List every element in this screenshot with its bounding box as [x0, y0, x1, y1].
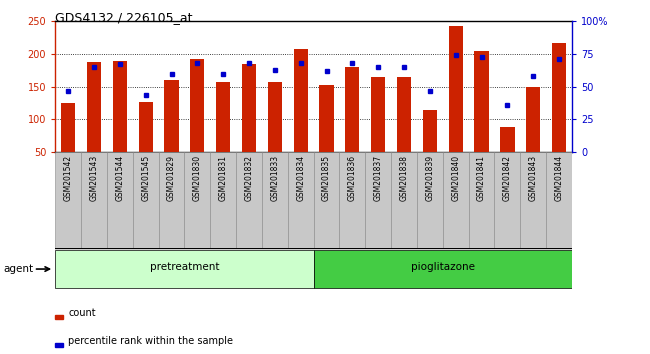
- Bar: [190, 58, 205, 152]
- Text: percentile rank within the sample: percentile rank within the sample: [68, 336, 233, 346]
- Bar: [164, 80, 179, 152]
- Text: GSM201834: GSM201834: [296, 155, 306, 201]
- Bar: [138, 102, 153, 152]
- Bar: [313, 250, 572, 288]
- Text: GSM201844: GSM201844: [554, 155, 564, 201]
- Bar: [216, 82, 230, 152]
- Text: GSM201839: GSM201839: [425, 155, 434, 201]
- Text: GSM201832: GSM201832: [244, 155, 254, 201]
- Text: pretreatment: pretreatment: [150, 262, 219, 272]
- Text: GSM201836: GSM201836: [348, 155, 357, 201]
- Bar: [242, 64, 256, 152]
- Text: GSM201829: GSM201829: [167, 155, 176, 201]
- Bar: [422, 110, 437, 152]
- Text: GSM201542: GSM201542: [64, 155, 73, 201]
- Bar: [319, 85, 333, 152]
- Bar: [294, 50, 308, 152]
- Text: GSM201840: GSM201840: [451, 155, 460, 201]
- Bar: [112, 61, 127, 152]
- Bar: [365, 152, 391, 248]
- Bar: [443, 152, 469, 248]
- Text: GSM201835: GSM201835: [322, 155, 331, 201]
- Text: GSM201838: GSM201838: [400, 155, 409, 201]
- Text: GSM201837: GSM201837: [374, 155, 383, 201]
- Bar: [159, 152, 185, 248]
- Bar: [55, 250, 313, 288]
- Bar: [87, 62, 101, 152]
- Bar: [474, 51, 489, 152]
- Text: GSM201833: GSM201833: [270, 155, 280, 201]
- Text: GSM201830: GSM201830: [193, 155, 202, 201]
- Bar: [185, 152, 211, 248]
- Bar: [500, 127, 515, 152]
- Bar: [61, 103, 75, 152]
- Bar: [211, 152, 236, 248]
- Text: GSM201545: GSM201545: [141, 155, 150, 201]
- Text: GSM201843: GSM201843: [528, 155, 538, 201]
- Bar: [546, 152, 572, 248]
- Text: count: count: [68, 308, 96, 318]
- Text: GSM201544: GSM201544: [115, 155, 124, 201]
- Bar: [495, 152, 521, 248]
- Bar: [345, 67, 359, 152]
- Bar: [107, 152, 133, 248]
- Bar: [313, 152, 339, 248]
- Bar: [526, 87, 540, 152]
- Bar: [552, 43, 566, 152]
- Text: GSM201543: GSM201543: [90, 155, 99, 201]
- Bar: [288, 152, 313, 248]
- Bar: [391, 152, 417, 248]
- Bar: [133, 152, 159, 248]
- Bar: [417, 152, 443, 248]
- Bar: [397, 77, 411, 152]
- Bar: [448, 27, 463, 152]
- Bar: [262, 152, 288, 248]
- Text: GSM201841: GSM201841: [477, 155, 486, 201]
- Bar: [339, 152, 365, 248]
- Bar: [236, 152, 262, 248]
- Text: GSM201842: GSM201842: [503, 155, 512, 201]
- Bar: [371, 77, 385, 152]
- Bar: [81, 152, 107, 248]
- Bar: [469, 152, 495, 248]
- Text: agent: agent: [3, 264, 33, 274]
- Text: pioglitazone: pioglitazone: [411, 262, 474, 272]
- Bar: [55, 152, 81, 248]
- Text: GSM201831: GSM201831: [218, 155, 227, 201]
- Bar: [268, 82, 282, 152]
- Text: GDS4132 / 226105_at: GDS4132 / 226105_at: [55, 11, 193, 24]
- Bar: [521, 152, 546, 248]
